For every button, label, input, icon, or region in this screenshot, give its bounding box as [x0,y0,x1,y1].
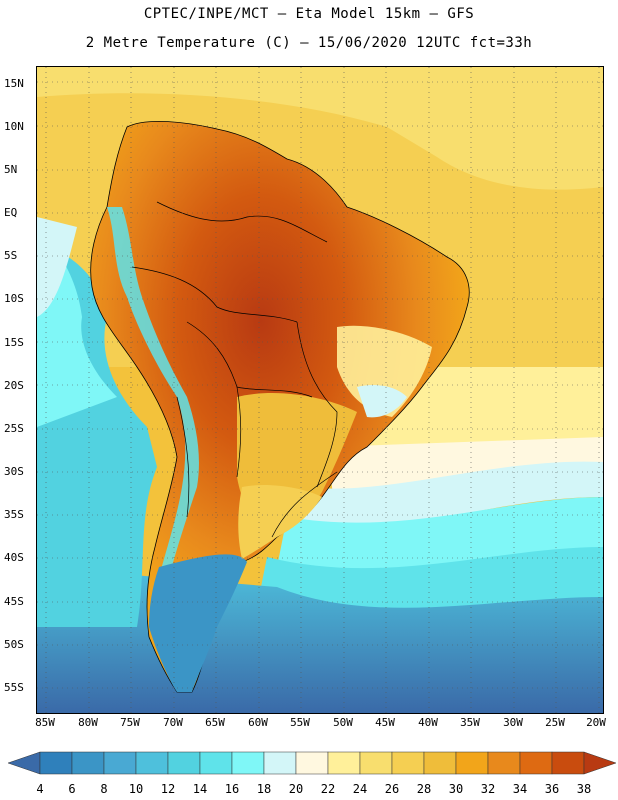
colorbar-cell [295,751,329,775]
colorbar-cell [199,751,233,775]
colorbar-label: 10 [128,782,144,796]
lat-label: 10N [4,120,24,133]
colorbar-cell [423,751,457,775]
lon-label: 40W [418,716,438,729]
colorbar-cell [231,751,265,775]
colorbar-cell [391,751,425,775]
lon-label: 45W [375,716,395,729]
colorbar-label: 22 [320,782,336,796]
colorbar-min-arrow [7,751,41,775]
colorbar-cell [135,751,169,775]
colorbar-label: 26 [384,782,400,796]
colorbar-label: 8 [100,782,108,796]
colorbar-max-arrow [583,751,617,775]
ocean-band-warm [37,67,603,190]
lat-label: 40S [4,551,24,564]
andes-cool-strip [107,207,199,577]
map-title-line2: 2 Metre Temperature (C) – 15/06/2020 12U… [85,35,533,51]
lon-label: 50W [333,716,353,729]
lon-label: 60W [248,716,268,729]
lat-label: 45S [4,595,24,608]
lat-label: 20S [4,379,24,392]
lat-label: 25S [4,422,24,435]
lat-label: 50S [4,638,24,651]
temperature-colorbar [7,751,617,775]
lat-label: EQ [4,206,18,219]
lon-label: 30W [503,716,523,729]
colorbar-cell [263,751,297,775]
ocean-band-18 [297,461,603,537]
colorbar-label: 14 [192,782,208,796]
colorbar-label: 32 [480,782,496,796]
map-title-line1: CPTEC/INPE/MCT – Eta Model 15km – GFS [143,6,475,22]
colorbar-label: 18 [256,782,272,796]
colorbar-cell [103,751,137,775]
lat-label: 10S [4,292,24,305]
colorbar-label: 16 [224,782,240,796]
serra-cool-spot [357,385,407,418]
pampas-region [238,485,322,559]
lon-label: 20W [586,716,606,729]
ocean-band-14 [257,547,603,616]
colorbar-label: 36 [544,782,560,796]
colorbar-cell [39,751,73,775]
colorbar-label: 6 [68,782,76,796]
colorbar-cell [327,751,361,775]
lon-label: 70W [163,716,183,729]
lon-label: 75W [120,716,140,729]
colorbar-label: 12 [160,782,176,796]
country-borders [131,201,338,538]
lon-label: 35W [460,716,480,729]
lat-label: 5S [4,249,18,262]
colorbar-label: 20 [288,782,304,796]
lon-label: 65W [205,716,225,729]
lon-label: 80W [78,716,98,729]
lon-label: 25W [545,716,565,729]
lon-label: 55W [290,716,310,729]
lat-label: 15N [4,77,24,90]
colorbar-label: 4 [36,782,44,796]
colorbar-label: 28 [416,782,432,796]
lat-label: 15S [4,336,24,349]
ocean-band-16 [277,497,603,570]
colorbar-cell [551,751,585,775]
pacific-mild-water [37,217,77,317]
temperature-map [36,66,604,714]
colorbar-cell [455,751,489,775]
colorbar-label: 38 [576,782,592,796]
lat-label: 5N [4,163,18,176]
lon-label: 85W [35,716,55,729]
map-canvas [37,67,603,713]
lat-label: 30S [4,465,24,478]
colorbar-label: 34 [512,782,528,796]
colorbar-cell [167,751,201,775]
lat-label: 35S [4,508,24,521]
colorbar-label: 30 [448,782,464,796]
colorbar-label: 24 [352,782,368,796]
colorbar-cell [71,751,105,775]
patagonia-cold-region [149,554,247,692]
lat-label: 55S [4,681,24,694]
colorbar-cell [487,751,521,775]
colorbar-cell [359,751,393,775]
colorbar-cell [519,751,553,775]
